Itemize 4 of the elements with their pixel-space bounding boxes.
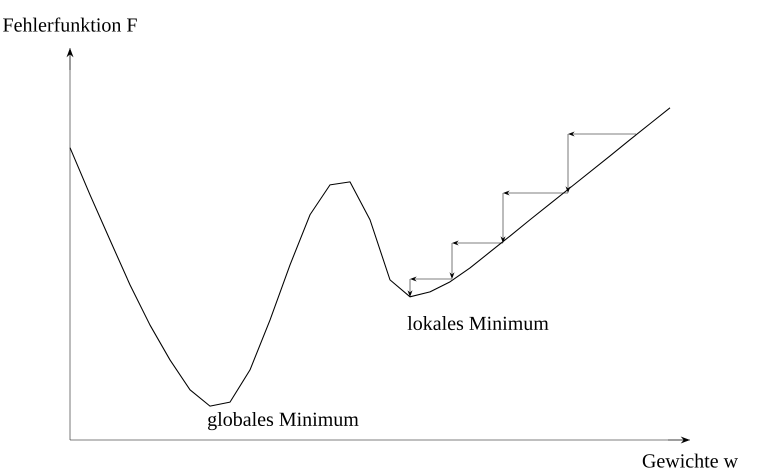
annotation: lokales Minimum	[408, 316, 549, 330]
y-axis-title: Fehlerfunktion F	[3, 17, 137, 32]
annotation: globales Minimum	[208, 412, 359, 430]
x-axis-title: Gewichte w	[642, 454, 738, 468]
